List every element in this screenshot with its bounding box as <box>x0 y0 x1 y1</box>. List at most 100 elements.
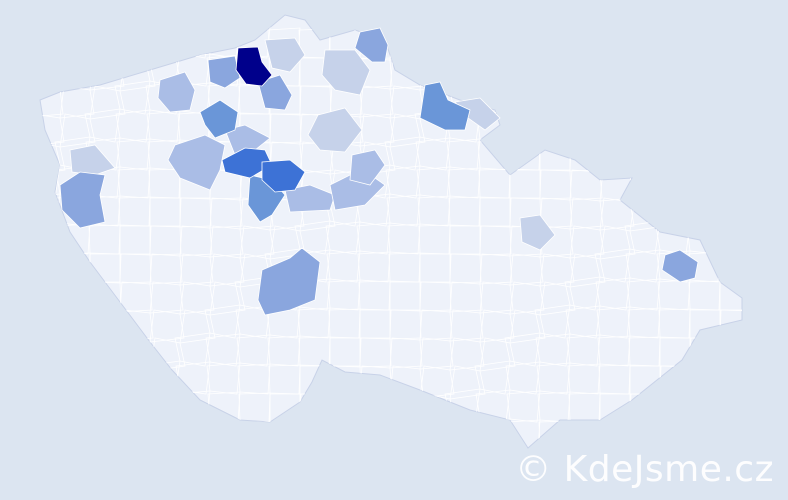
district <box>719 337 742 369</box>
district-level-3[interactable] <box>207 55 241 89</box>
district-level-2[interactable] <box>157 71 196 113</box>
district <box>597 335 631 367</box>
district <box>84 416 121 448</box>
district <box>40 113 65 147</box>
district-level-3[interactable] <box>59 171 106 229</box>
district <box>115 109 151 143</box>
district <box>536 54 571 87</box>
district-level-3[interactable] <box>661 249 699 283</box>
district <box>654 192 691 227</box>
district <box>297 307 331 339</box>
district-level-3[interactable] <box>257 247 321 316</box>
district <box>598 56 631 87</box>
district <box>596 306 631 339</box>
district <box>629 57 661 87</box>
district <box>719 29 742 61</box>
district-level-2[interactable] <box>167 134 226 191</box>
district <box>179 309 216 344</box>
district <box>209 225 244 258</box>
district <box>119 29 155 63</box>
district-level-2[interactable] <box>349 149 386 186</box>
district <box>750 254 780 282</box>
district <box>449 309 484 342</box>
district <box>40 193 61 227</box>
district <box>239 225 275 259</box>
district <box>717 223 742 255</box>
district <box>627 307 661 339</box>
district <box>59 113 96 148</box>
district <box>628 28 661 59</box>
district <box>149 309 185 343</box>
district <box>419 309 453 341</box>
district <box>40 421 65 448</box>
district <box>385 165 421 199</box>
district-level-1[interactable] <box>69 144 116 176</box>
district <box>59 281 91 311</box>
district <box>389 393 425 427</box>
district <box>359 393 394 426</box>
district <box>40 141 66 176</box>
district-level-5[interactable] <box>261 159 306 193</box>
district <box>267 335 301 367</box>
district <box>659 113 694 146</box>
district <box>534 304 571 339</box>
district <box>179 225 213 257</box>
district <box>40 57 63 89</box>
district <box>359 337 392 368</box>
district <box>446 138 481 171</box>
district-level-6[interactable] <box>235 46 273 87</box>
district <box>597 27 631 59</box>
district <box>750 366 784 398</box>
district <box>476 418 511 448</box>
district <box>84 108 121 143</box>
district <box>565 305 601 339</box>
district <box>479 337 516 372</box>
district <box>566 26 601 59</box>
district-level-1[interactable] <box>264 37 306 73</box>
watermark-logo: © KdeJsme.cz <box>515 449 774 490</box>
highlighted-districts <box>59 27 699 316</box>
district <box>504 24 541 59</box>
district-level-3[interactable] <box>354 27 389 63</box>
district <box>505 361 541 395</box>
district <box>117 167 151 199</box>
district <box>40 309 61 339</box>
district <box>269 113 302 144</box>
district <box>449 281 483 313</box>
district-level-3[interactable] <box>257 74 293 111</box>
district <box>599 141 633 173</box>
district <box>384 136 421 171</box>
district <box>179 197 212 228</box>
district <box>535 333 571 367</box>
district-level-1[interactable] <box>307 107 363 153</box>
district <box>567 363 601 395</box>
district <box>564 276 601 311</box>
district <box>209 281 246 316</box>
district <box>689 365 723 397</box>
district <box>59 57 94 90</box>
district <box>114 80 151 115</box>
district <box>718 252 742 283</box>
district <box>719 113 742 148</box>
district-level-1[interactable] <box>519 214 556 251</box>
district <box>479 253 513 285</box>
district <box>629 141 664 174</box>
district-level-2[interactable] <box>284 184 336 213</box>
district <box>146 110 181 143</box>
district <box>329 421 364 448</box>
district-level-4[interactable] <box>199 99 239 139</box>
district <box>474 52 511 87</box>
district-level-2[interactable] <box>224 124 271 156</box>
district <box>539 253 575 287</box>
district-level-4[interactable] <box>419 81 471 131</box>
district <box>386 194 421 227</box>
district <box>569 421 601 448</box>
district <box>569 197 604 230</box>
district <box>149 225 182 256</box>
district-level-1[interactable] <box>321 49 371 96</box>
district <box>566 334 601 367</box>
district <box>419 337 454 370</box>
district <box>119 365 156 400</box>
district <box>209 253 245 287</box>
district <box>329 393 363 425</box>
